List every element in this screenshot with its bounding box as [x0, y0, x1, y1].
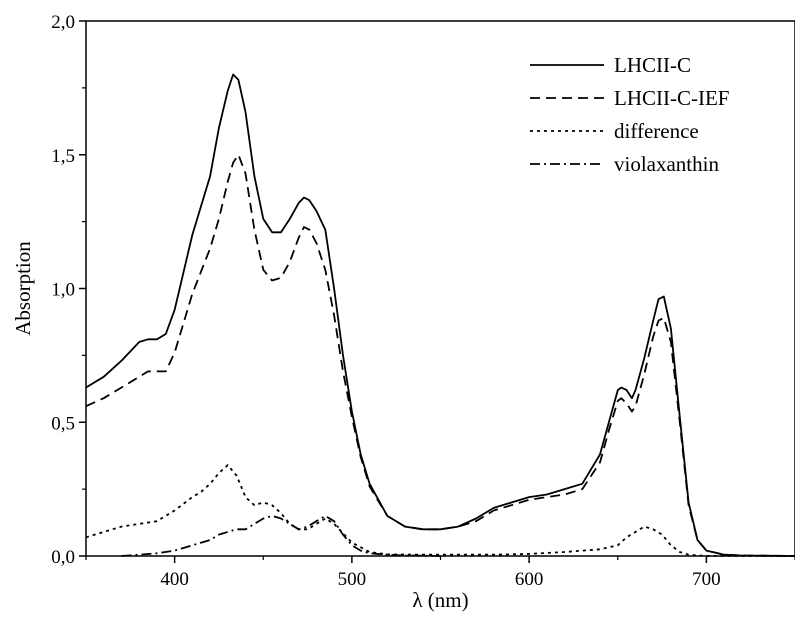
x-tick-label: 600: [515, 569, 544, 590]
y-tick-label: 2,0: [51, 12, 75, 33]
series-line-lhcii-c: [85, 73, 795, 557]
series-line-violaxanthin: [121, 515, 441, 557]
legend: LHCII-C LHCII-C-IEF difference violaxanthin: [530, 53, 729, 176]
y-axis-label: Absorption: [11, 241, 35, 336]
y-tick-label: 1,5: [51, 146, 75, 167]
x-tick-label: 400: [160, 569, 189, 590]
x-tick-label: 700: [692, 569, 721, 590]
legend-label: LHCII-C-IEF: [614, 86, 729, 110]
y-tick-label: 0,5: [51, 413, 75, 434]
x-axis-label: λ (nm): [412, 588, 468, 612]
y-tick-label: 1,0: [51, 280, 75, 301]
legend-label: LHCII-C: [614, 53, 691, 77]
y-axis-ticks: 0,0 0,5 1,0 1,5 2,0: [51, 12, 86, 568]
legend-label: difference: [614, 119, 699, 143]
series-line-lhcii-c-ief: [85, 153, 795, 557]
x-tick-label: 500: [338, 569, 367, 590]
y-tick-label: 0,0: [51, 547, 75, 568]
x-axis-ticks: 400 500 600 700: [85, 556, 795, 590]
legend-label: violaxanthin: [614, 152, 719, 176]
series-line-difference: [85, 464, 795, 557]
plot-series: [85, 73, 795, 557]
